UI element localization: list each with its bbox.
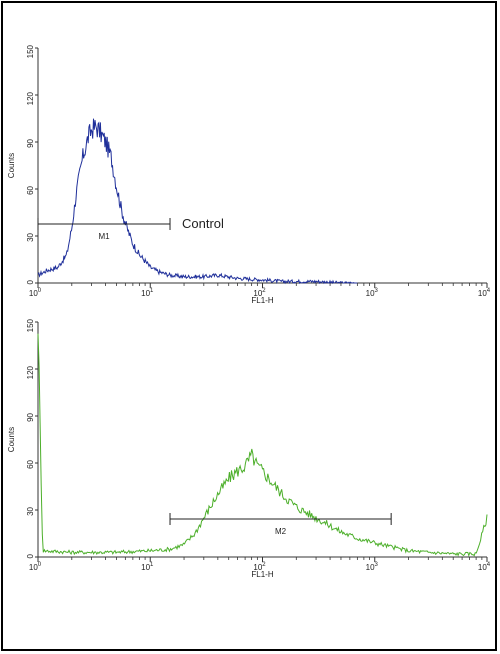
histogram-panel-1: 0 30 60 90 120 150 100 101 102 103 104 FL1-H Counts M…: [7, 44, 491, 305]
histogram-trace: [37, 118, 358, 285]
x-tick-label: 102: [253, 562, 266, 572]
x-tick-label: 101: [141, 562, 154, 572]
y-tick-label: 30: [26, 506, 35, 515]
y-tick-label: 0: [26, 279, 35, 284]
y-tick-label: 90: [26, 138, 35, 147]
x-tick-label: 100: [29, 288, 42, 298]
y-tick-label: 120: [26, 365, 35, 379]
y-tick-label: 30: [26, 232, 35, 241]
x-tick-label: 100: [29, 562, 42, 572]
x-axis-label: FL1-H: [251, 570, 273, 579]
x-axis-label: FL1-H: [251, 296, 273, 305]
x-tick-label: 104: [478, 288, 491, 298]
y-tick-label: 60: [26, 185, 35, 194]
y-tick-label: 90: [26, 412, 35, 421]
control-annotation: Control: [182, 216, 224, 231]
y-tick-label: 150: [26, 44, 35, 58]
x-tick-label: 103: [366, 562, 379, 572]
marker-label: M1: [98, 232, 110, 241]
x-tick-label: 103: [366, 288, 379, 298]
histogram-panel-2: 0 30 60 90 120 150 100 101 102 103 104 FL1-H Counts M…: [7, 318, 491, 579]
x-tick-label: 102: [253, 288, 266, 298]
y-tick-label: 60: [26, 459, 35, 468]
y-tick-label: 120: [26, 91, 35, 105]
y-axis-label: Counts: [7, 427, 16, 452]
marker-label: M2: [275, 527, 287, 536]
y-axis-label: Counts: [7, 153, 16, 178]
x-tick-label: 101: [141, 288, 154, 298]
y-tick-label: 0: [26, 553, 35, 558]
x-tick-label: 104: [478, 562, 491, 572]
histogram-trace: [37, 333, 488, 557]
y-tick-label: 150: [26, 318, 35, 332]
